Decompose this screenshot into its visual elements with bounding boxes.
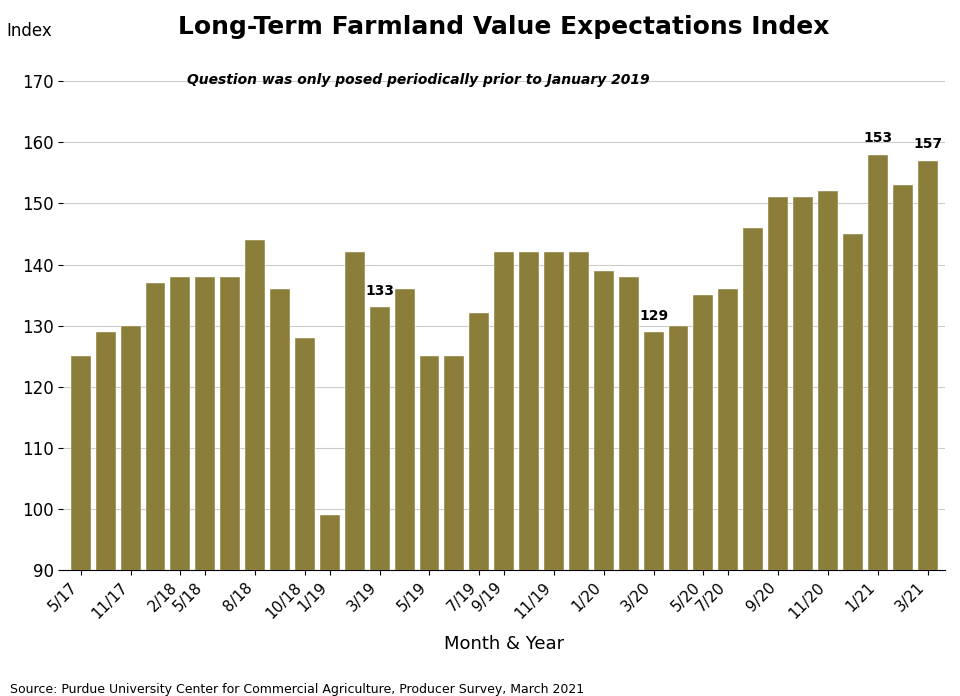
Bar [843,234,863,696]
Bar [370,307,390,696]
Text: 129: 129 [639,308,668,322]
Bar [619,277,638,696]
Bar [643,332,663,696]
Bar [121,326,140,696]
Text: 153: 153 [863,132,892,145]
Bar [195,277,215,696]
Bar [171,277,190,696]
Bar [594,271,613,696]
Bar [245,240,265,696]
Bar [668,326,688,696]
Bar [469,313,490,696]
Bar [146,283,165,696]
Bar [569,252,588,696]
Bar [345,252,365,696]
Bar [544,252,564,696]
Text: Index: Index [6,22,52,40]
Bar [519,252,540,696]
Bar [494,252,515,696]
Bar [220,277,240,696]
Bar [693,295,713,696]
Bar [96,332,115,696]
Text: 157: 157 [913,138,942,152]
Bar [270,289,290,696]
Bar [320,515,340,696]
Bar [743,228,763,696]
Bar [420,356,440,696]
Bar [295,338,315,696]
Bar [868,155,888,696]
Bar [768,197,788,696]
Bar [718,289,738,696]
Text: Question was only posed periodically prior to January 2019: Question was only posed periodically pri… [187,73,649,88]
Bar [918,161,938,696]
Bar [444,356,465,696]
Bar [818,191,838,696]
Text: 133: 133 [365,284,395,298]
X-axis label: Month & Year: Month & Year [444,635,564,653]
Bar [71,356,91,696]
Bar [793,197,813,696]
Bar [395,289,415,696]
Title: Long-Term Farmland Value Expectations Index: Long-Term Farmland Value Expectations In… [179,15,829,39]
Bar [893,185,913,696]
Text: Source: Purdue University Center for Commercial Agriculture, Producer Survey, Ma: Source: Purdue University Center for Com… [10,683,584,695]
